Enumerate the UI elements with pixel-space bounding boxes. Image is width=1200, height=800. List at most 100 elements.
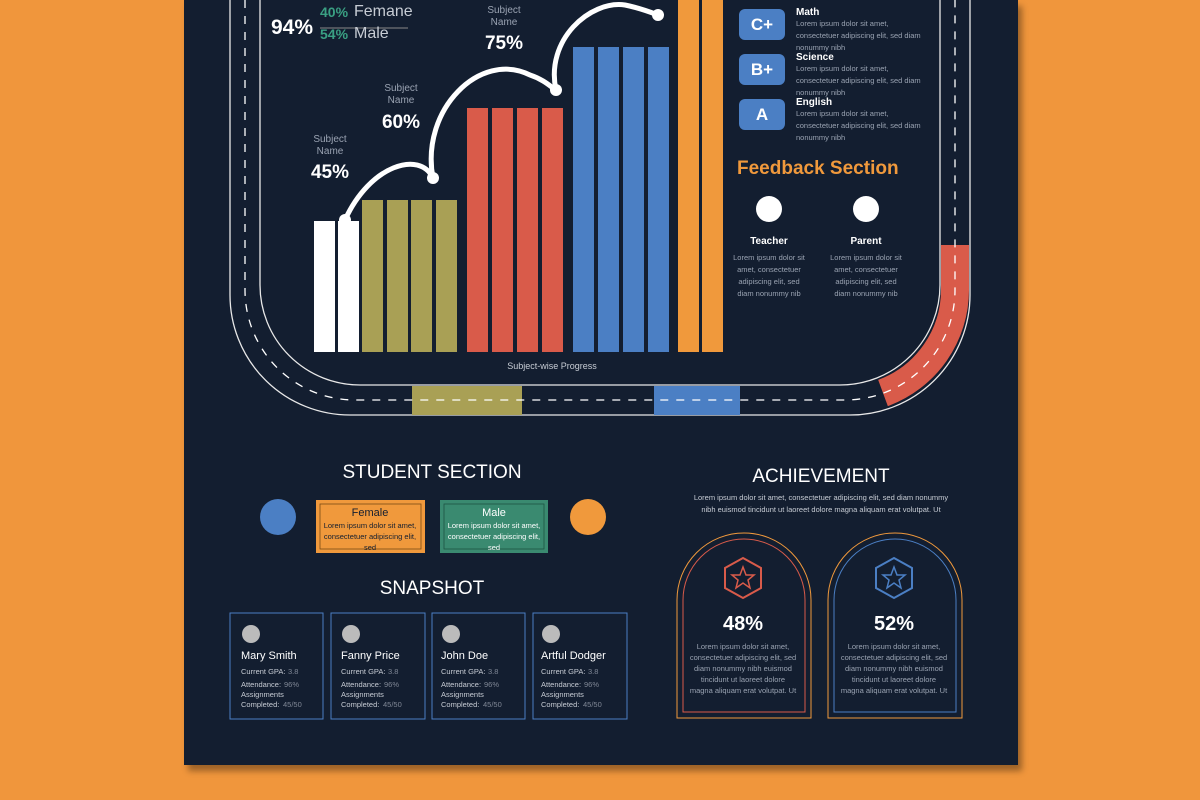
bar — [314, 221, 335, 352]
student-name: Fanny Price — [341, 650, 400, 662]
badge-icon — [724, 556, 762, 600]
arch-outer — [676, 532, 812, 719]
bar — [573, 47, 594, 352]
grade-badge: C+ — [739, 9, 785, 40]
gender-total: 94% — [271, 16, 314, 39]
stat-label: Attendance: — [541, 680, 582, 689]
stat-value: 3.8 — [288, 667, 299, 676]
stat-label: Assignments Completed: — [441, 690, 484, 709]
subject-caption: Subject Name — [384, 83, 418, 106]
stat-value: 96% — [584, 680, 600, 689]
blue-dot — [260, 499, 296, 535]
star-icon — [880, 564, 908, 590]
snapshot-card — [229, 612, 324, 720]
female-card — [316, 500, 425, 553]
stat-value: 45/50 — [283, 700, 302, 709]
snapshot-card — [431, 612, 526, 720]
feedback-avatar — [853, 196, 879, 222]
progress-curve — [342, 2, 661, 223]
curve-dot — [550, 84, 562, 96]
bar — [492, 108, 513, 352]
achievement-value: 48% — [722, 613, 764, 635]
section-title: STUDENT SECTION — [342, 462, 522, 483]
grade-badge: B+ — [739, 54, 785, 85]
subject-caption: Subject Name — [313, 134, 347, 157]
stat-value: 45/50 — [583, 700, 602, 709]
subject-caption: Subject Name — [487, 5, 521, 28]
avatar — [342, 625, 360, 643]
stat-label: Attendance: — [341, 680, 382, 689]
card-border — [319, 503, 422, 550]
student-name: Mary Smith — [241, 650, 297, 662]
bar — [598, 47, 619, 352]
bar — [338, 221, 359, 352]
stat-value: 45/50 — [383, 700, 402, 709]
bar — [648, 47, 669, 352]
student-name: Artful Dodger — [541, 650, 606, 662]
feedback-avatar — [756, 196, 782, 222]
bar — [436, 200, 457, 352]
subject-value: 45% — [310, 162, 350, 183]
track-dash — [244, 0, 956, 401]
avatar — [242, 625, 260, 643]
bar — [517, 108, 538, 352]
bar — [411, 200, 432, 352]
card-border — [443, 503, 545, 550]
progress-title: Subject-wise Progress — [507, 361, 597, 371]
stat-label: Current GPA: — [441, 667, 486, 676]
curve-dot — [427, 172, 439, 184]
card-label: Female — [351, 507, 389, 519]
snapshot-avatars — [242, 625, 560, 643]
card-text: Lorem ipsum dolor sit amet, consectetuer… — [447, 521, 541, 552]
badge-icon — [875, 556, 913, 600]
arch-inner — [682, 538, 806, 713]
stat-label: Assignments Completed: — [541, 690, 584, 709]
bar — [387, 200, 408, 352]
track-inner — [259, 0, 941, 386]
stat-label: Attendance: — [441, 680, 482, 689]
avatar — [542, 625, 560, 643]
card-text: Lorem ipsum dolor sit amet, consectetuer… — [323, 521, 417, 552]
bar — [362, 200, 383, 352]
arch-outer — [827, 532, 963, 719]
stat-value: 96% — [484, 680, 500, 689]
gender-label: Male — [354, 25, 389, 42]
achievement-card-text: Lorem ipsum dolor sit amet, consectetuer… — [840, 642, 948, 695]
achievement-text: Lorem ipsum dolor sit amet, consectetuer… — [693, 493, 949, 514]
track-outer — [229, 0, 971, 416]
bar — [678, 0, 699, 352]
achievement-value: 52% — [873, 613, 915, 635]
achievement-card-text: Lorem ipsum dolor sit amet, consectetuer… — [689, 642, 797, 695]
bar — [467, 108, 488, 352]
arch-inner — [833, 538, 957, 713]
grade-subject: Math — [796, 7, 820, 18]
section-title: ACHIEVEMENT — [752, 466, 890, 487]
stat-value: 45/50 — [483, 700, 502, 709]
feedback-text: Lorem ipsum dolor sit amet, consectetuer… — [830, 253, 902, 298]
male-card — [440, 500, 548, 553]
gender-pct: 40% — [320, 4, 349, 20]
feedback-text: Lorem ipsum dolor sit amet, consectetuer… — [733, 253, 805, 298]
feedback-title: Feedback Section — [737, 158, 899, 179]
gender-label: Femane — [354, 3, 413, 20]
curve-dot — [652, 9, 664, 21]
stat-value: 3.8 — [388, 667, 399, 676]
grade-subject: English — [796, 97, 833, 108]
snapshot-card — [532, 612, 628, 720]
grade-badge: A — [739, 99, 785, 130]
stat-value: 96% — [284, 680, 300, 689]
stat-label: Assignments Completed: — [241, 690, 284, 709]
curve-dot — [339, 214, 351, 226]
bar — [542, 108, 563, 352]
grade-text: Lorem ipsum dolor sit amet, consectetuer… — [796, 109, 921, 142]
stat-label: Current GPA: — [341, 667, 386, 676]
card-label: Male — [482, 507, 506, 519]
feedback-name: Teacher — [750, 236, 788, 247]
grade-subject: Science — [796, 52, 834, 63]
gender-pct: 54% — [320, 26, 349, 42]
stat-value: 96% — [384, 680, 400, 689]
subject-value: 75% — [484, 33, 524, 54]
orange-dot — [570, 499, 606, 535]
